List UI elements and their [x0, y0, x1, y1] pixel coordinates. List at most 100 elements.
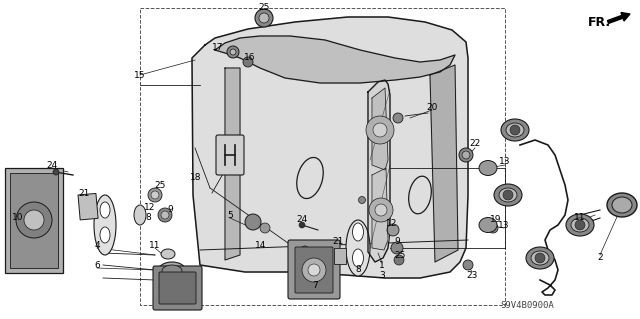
Bar	[10, 173, 58, 268]
Text: 11: 11	[574, 213, 586, 222]
Text: 13: 13	[499, 221, 509, 231]
Circle shape	[255, 9, 273, 27]
Circle shape	[391, 242, 403, 254]
Ellipse shape	[134, 205, 146, 225]
Text: 12: 12	[144, 204, 156, 212]
Text: 8: 8	[355, 265, 361, 275]
Ellipse shape	[499, 188, 517, 202]
Ellipse shape	[479, 218, 497, 233]
Bar	[5, 168, 63, 273]
Text: 11: 11	[149, 241, 161, 250]
Polygon shape	[372, 88, 388, 170]
Circle shape	[53, 169, 59, 175]
Text: 6: 6	[94, 261, 100, 270]
Circle shape	[535, 253, 545, 263]
Polygon shape	[225, 68, 240, 260]
Circle shape	[151, 191, 159, 199]
Text: 14: 14	[255, 241, 267, 249]
Circle shape	[24, 210, 44, 230]
Text: 9: 9	[167, 205, 173, 214]
Circle shape	[503, 190, 513, 200]
Circle shape	[488, 223, 498, 233]
Circle shape	[16, 202, 52, 238]
Text: 21: 21	[78, 189, 90, 197]
Polygon shape	[368, 80, 390, 262]
Ellipse shape	[353, 249, 364, 267]
Circle shape	[148, 188, 162, 202]
Circle shape	[375, 204, 387, 216]
Circle shape	[393, 113, 403, 123]
Ellipse shape	[571, 218, 589, 232]
Circle shape	[245, 214, 261, 230]
Polygon shape	[430, 65, 458, 262]
FancyBboxPatch shape	[216, 135, 244, 175]
Polygon shape	[215, 36, 455, 83]
Ellipse shape	[346, 220, 370, 276]
Ellipse shape	[494, 184, 522, 206]
Ellipse shape	[94, 195, 116, 255]
Text: 12: 12	[387, 219, 397, 228]
FancyBboxPatch shape	[288, 240, 340, 299]
Text: 4: 4	[94, 241, 100, 249]
Circle shape	[299, 222, 305, 228]
FancyBboxPatch shape	[295, 247, 333, 293]
Text: 23: 23	[467, 271, 477, 279]
Ellipse shape	[526, 247, 554, 269]
FancyArrow shape	[607, 12, 630, 23]
Text: 9: 9	[394, 236, 400, 246]
Text: 3: 3	[379, 271, 385, 279]
Circle shape	[358, 197, 365, 204]
Polygon shape	[192, 17, 468, 278]
Text: 8: 8	[145, 213, 151, 222]
Ellipse shape	[506, 123, 524, 137]
Bar	[334, 248, 346, 264]
Text: 10: 10	[12, 213, 24, 222]
Ellipse shape	[612, 197, 632, 213]
Ellipse shape	[501, 119, 529, 141]
Text: 7: 7	[312, 280, 318, 290]
Circle shape	[373, 123, 387, 137]
Text: 1: 1	[379, 261, 385, 270]
Bar	[140, 8, 505, 305]
Text: S9V4B0900A: S9V4B0900A	[500, 300, 554, 309]
FancyBboxPatch shape	[159, 272, 196, 304]
Circle shape	[308, 264, 320, 276]
Text: 25: 25	[259, 4, 269, 12]
Ellipse shape	[161, 249, 175, 259]
Ellipse shape	[100, 227, 110, 243]
Circle shape	[260, 223, 270, 233]
Text: 24: 24	[296, 216, 308, 225]
Ellipse shape	[353, 223, 364, 241]
Circle shape	[161, 211, 169, 219]
Bar	[78, 193, 98, 220]
Circle shape	[510, 125, 520, 135]
Ellipse shape	[162, 265, 182, 277]
Text: 2: 2	[597, 254, 603, 263]
Ellipse shape	[531, 251, 549, 265]
Text: 15: 15	[134, 70, 146, 79]
Text: 21: 21	[332, 238, 344, 247]
Text: 20: 20	[426, 102, 438, 112]
Circle shape	[230, 49, 236, 55]
Circle shape	[394, 255, 404, 265]
Circle shape	[259, 13, 269, 23]
Circle shape	[459, 148, 473, 162]
Ellipse shape	[158, 262, 186, 280]
Text: 25: 25	[394, 250, 406, 259]
Circle shape	[366, 116, 394, 144]
Circle shape	[462, 151, 470, 159]
Text: 13: 13	[499, 158, 511, 167]
Text: 24: 24	[46, 160, 58, 169]
Circle shape	[301, 246, 309, 254]
Ellipse shape	[100, 202, 110, 218]
Ellipse shape	[479, 160, 497, 175]
Text: FR.: FR.	[588, 16, 611, 28]
Circle shape	[158, 208, 172, 222]
Circle shape	[243, 57, 253, 67]
Text: 5: 5	[227, 211, 233, 219]
Polygon shape	[372, 168, 388, 250]
FancyBboxPatch shape	[153, 266, 202, 310]
Text: 18: 18	[190, 174, 202, 182]
Ellipse shape	[607, 193, 637, 217]
Circle shape	[227, 46, 239, 58]
